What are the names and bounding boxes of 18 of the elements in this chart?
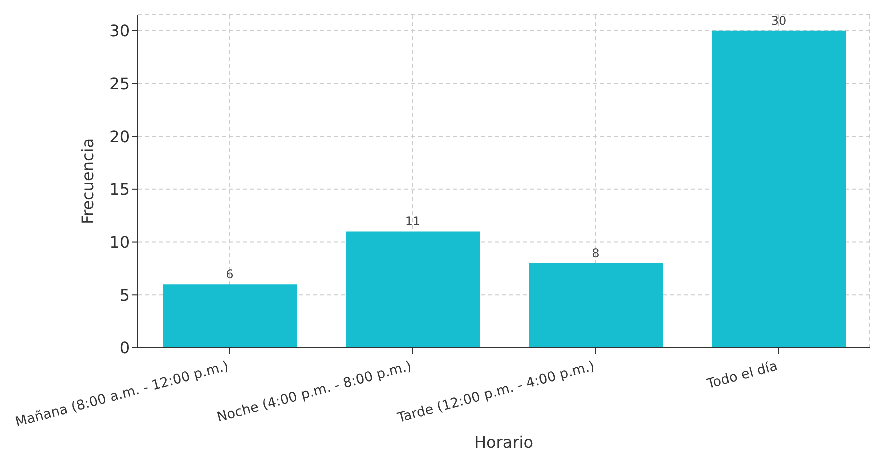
data-label: 8 (592, 246, 600, 260)
bar (712, 30, 846, 348)
y-tick-label: 15 (110, 180, 130, 200)
data-label: 11 (405, 214, 421, 229)
y-tick-label: 0 (120, 338, 130, 358)
y-axis-title: Frecuencia (78, 138, 98, 225)
x-tick-label: Todo el día (704, 358, 780, 393)
y-tick-label: 5 (120, 286, 130, 305)
y-tick-label: 25 (110, 74, 130, 94)
bar (529, 263, 663, 348)
bar (346, 232, 480, 348)
y-tick-label: 20 (110, 127, 130, 146)
data-label: 6 (226, 268, 234, 282)
y-tick-label: 10 (110, 232, 130, 252)
y-tick-label: 30 (110, 22, 130, 41)
bar (163, 284, 297, 348)
x-axis-title: Horario (474, 433, 534, 452)
data-label: 30 (771, 14, 787, 28)
